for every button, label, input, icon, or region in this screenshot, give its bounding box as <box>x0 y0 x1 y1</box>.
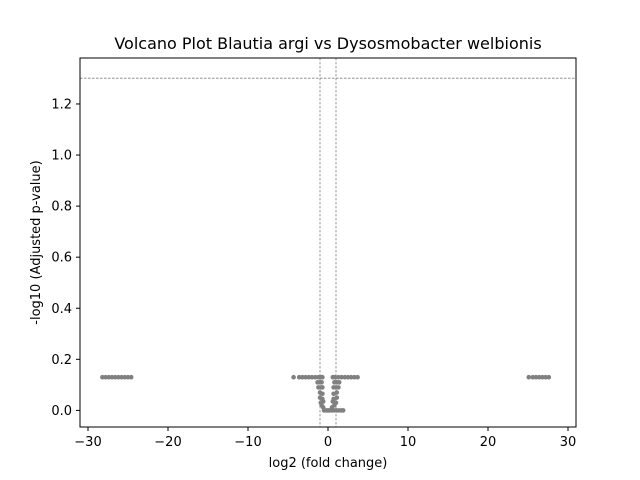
x-tick-label: 20 <box>480 435 497 450</box>
data-point <box>355 374 360 380</box>
data-point <box>345 374 351 380</box>
data-point <box>306 374 312 380</box>
data-point <box>312 374 318 380</box>
y-axis-label: -log10 (Adjusted p-value) <box>29 160 44 324</box>
data-point <box>320 385 325 390</box>
data-point <box>128 374 134 380</box>
chart-title: Volcano Plot Blautia argi vs Dysosmobact… <box>114 34 541 53</box>
data-point <box>342 374 348 380</box>
reference-lines <box>80 58 576 427</box>
data-point <box>530 374 536 380</box>
data-points <box>100 374 552 413</box>
y-tick-label: 0.8 <box>51 200 72 215</box>
x-tick-label: 10 <box>400 435 417 450</box>
data-point <box>119 374 124 380</box>
x-tick-label: 30 <box>560 435 577 450</box>
y-tick-label: 0.2 <box>51 353 72 368</box>
data-point <box>352 374 357 380</box>
data-point <box>546 374 552 380</box>
data-point <box>303 374 308 380</box>
data-point <box>296 374 302 380</box>
data-point <box>319 380 324 385</box>
y-tick-label: 1.0 <box>51 149 72 164</box>
plot-frame <box>79 57 577 428</box>
data-point <box>291 374 296 380</box>
x-axis-ticks: −30 −20 −10 0 10 20 30 <box>74 427 576 450</box>
y-tick-label: 0.4 <box>51 302 72 317</box>
data-point <box>536 374 542 380</box>
data-point <box>334 395 340 400</box>
data-point <box>116 374 121 380</box>
data-point <box>320 391 325 397</box>
data-point <box>309 374 315 380</box>
y-tick-label: 1.2 <box>51 97 72 112</box>
data-point <box>339 374 344 380</box>
data-point <box>300 374 305 380</box>
data-point <box>106 374 112 380</box>
data-point <box>336 385 341 390</box>
data-point <box>320 399 326 404</box>
y-tick-label: 0.0 <box>51 404 72 419</box>
y-axis-ticks: 0.0 0.2 0.4 0.6 0.8 1.0 1.2 <box>51 97 80 419</box>
x-axis-label: log2 (fold change) <box>269 456 388 471</box>
x-tick-label: −10 <box>234 435 261 450</box>
y-tick-label: 0.6 <box>51 251 72 266</box>
x-tick-label: −20 <box>154 435 181 450</box>
data-point <box>543 374 548 380</box>
data-point <box>526 374 532 380</box>
data-point <box>122 374 128 380</box>
data-point <box>336 380 342 385</box>
data-point <box>334 390 340 395</box>
data-point <box>540 374 545 380</box>
data-point <box>533 374 539 380</box>
data-point <box>100 374 105 380</box>
data-point <box>103 374 108 380</box>
data-point <box>332 374 338 380</box>
data-point <box>125 374 131 380</box>
data-point <box>112 374 118 380</box>
data-point <box>336 374 341 380</box>
data-point <box>109 374 115 380</box>
data-point <box>348 374 354 380</box>
data-point <box>340 408 346 413</box>
data-point <box>320 374 325 380</box>
x-tick-label: −30 <box>74 435 101 450</box>
x-tick-label: 0 <box>324 435 332 450</box>
data-point <box>333 400 339 406</box>
